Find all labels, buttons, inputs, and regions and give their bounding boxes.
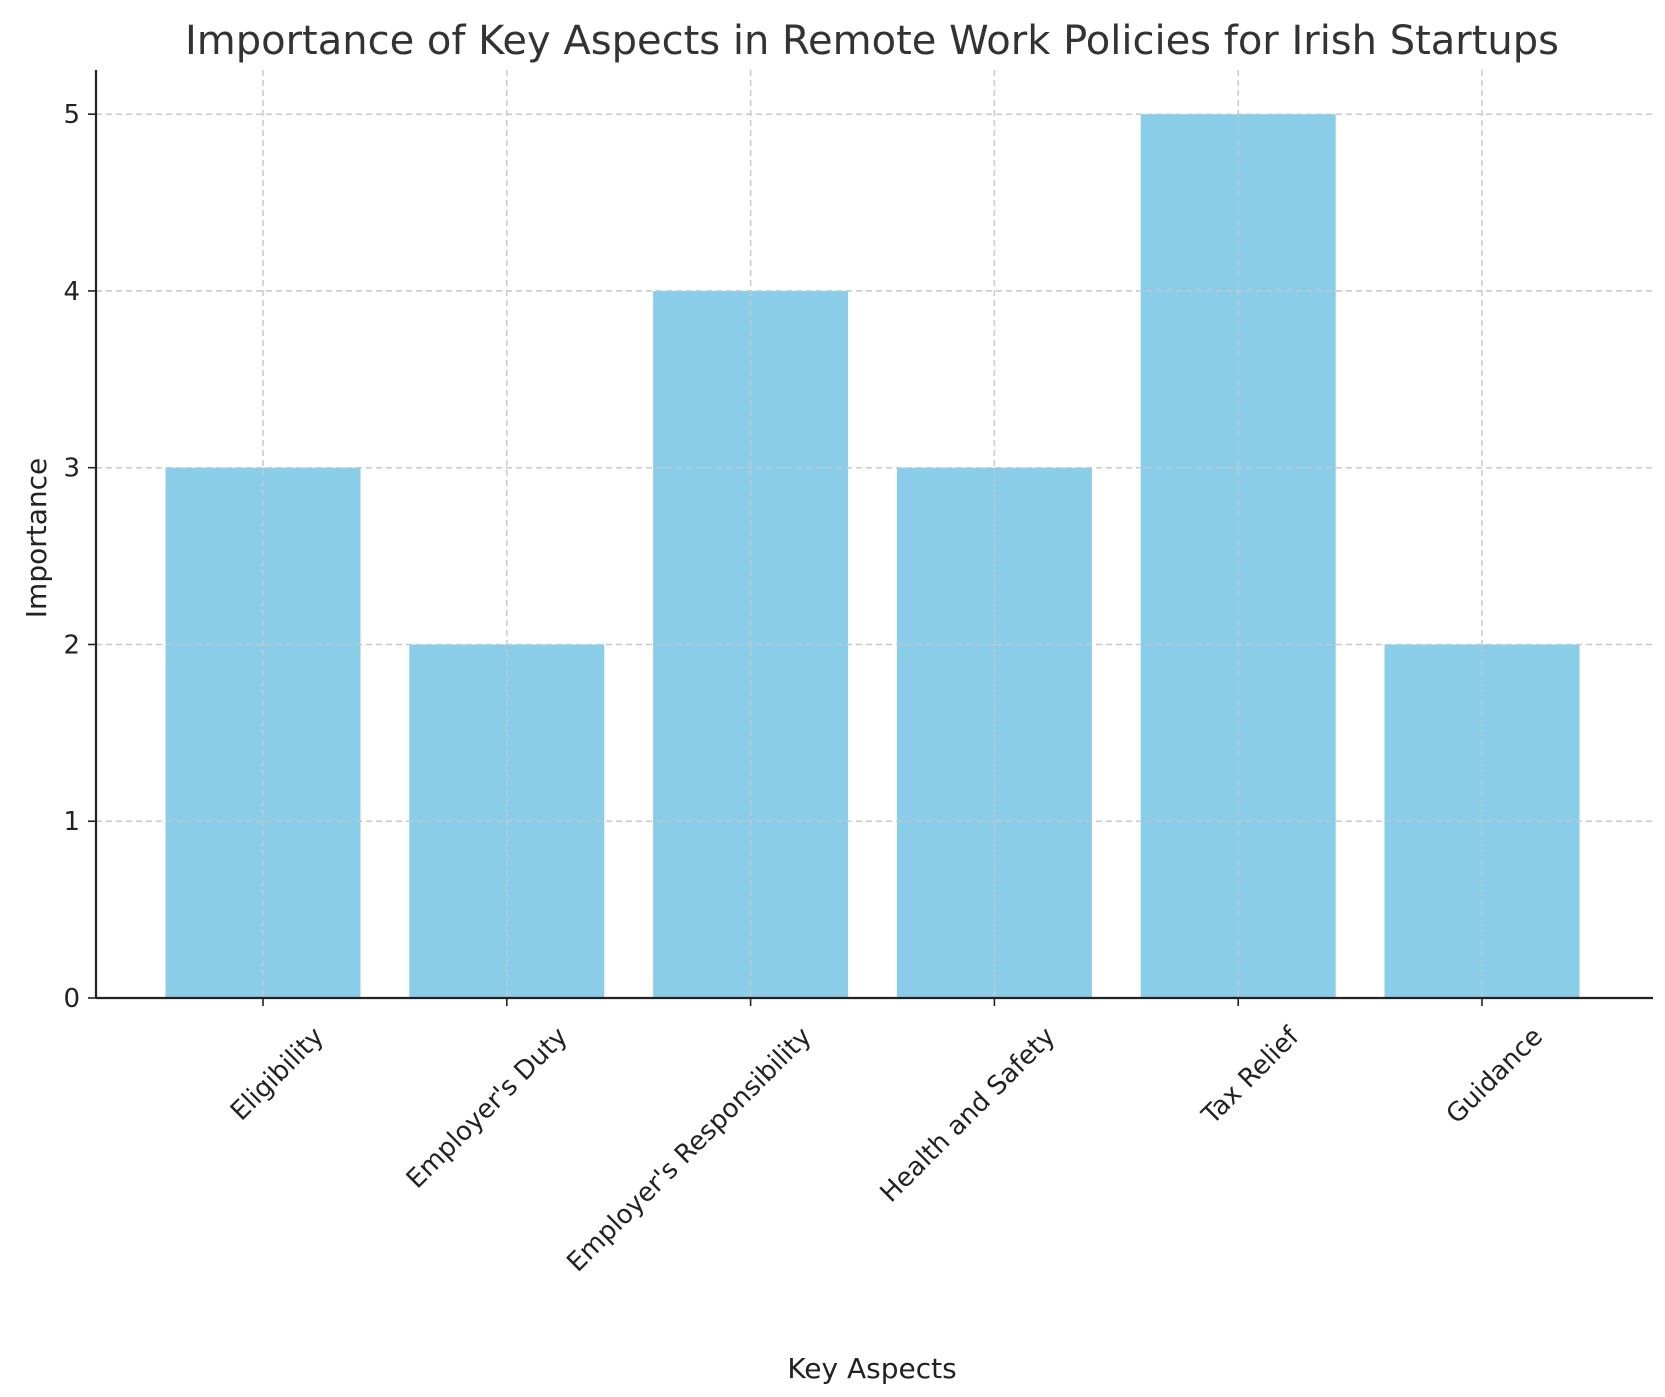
y-tick-label: 0 [63, 984, 80, 1014]
x-tick-label: Eligibility [225, 1022, 330, 1127]
x-tick-label: Guidance [1441, 1022, 1549, 1130]
y-tick-label: 3 [63, 454, 80, 484]
x-tick-label: Health and Safety [875, 1022, 1062, 1209]
y-tick-label: 1 [63, 807, 80, 837]
chart-title: Importance of Key Aspects in Remote Work… [185, 18, 1559, 64]
x-axis-label: Key Aspects [787, 1352, 956, 1385]
y-tick-label: 5 [63, 100, 80, 130]
y-tick-label: 2 [63, 630, 80, 660]
x-tick-label: Tax Relief [1196, 1021, 1306, 1131]
y-axis-label: Importance [20, 458, 53, 618]
y-tick-label: 4 [63, 277, 80, 307]
x-tick-label: Employer's Duty [401, 1022, 574, 1195]
axes [88, 70, 1653, 1006]
x-tick-label: Employer's Responsibility [561, 1022, 817, 1278]
bars [96, 70, 1653, 999]
